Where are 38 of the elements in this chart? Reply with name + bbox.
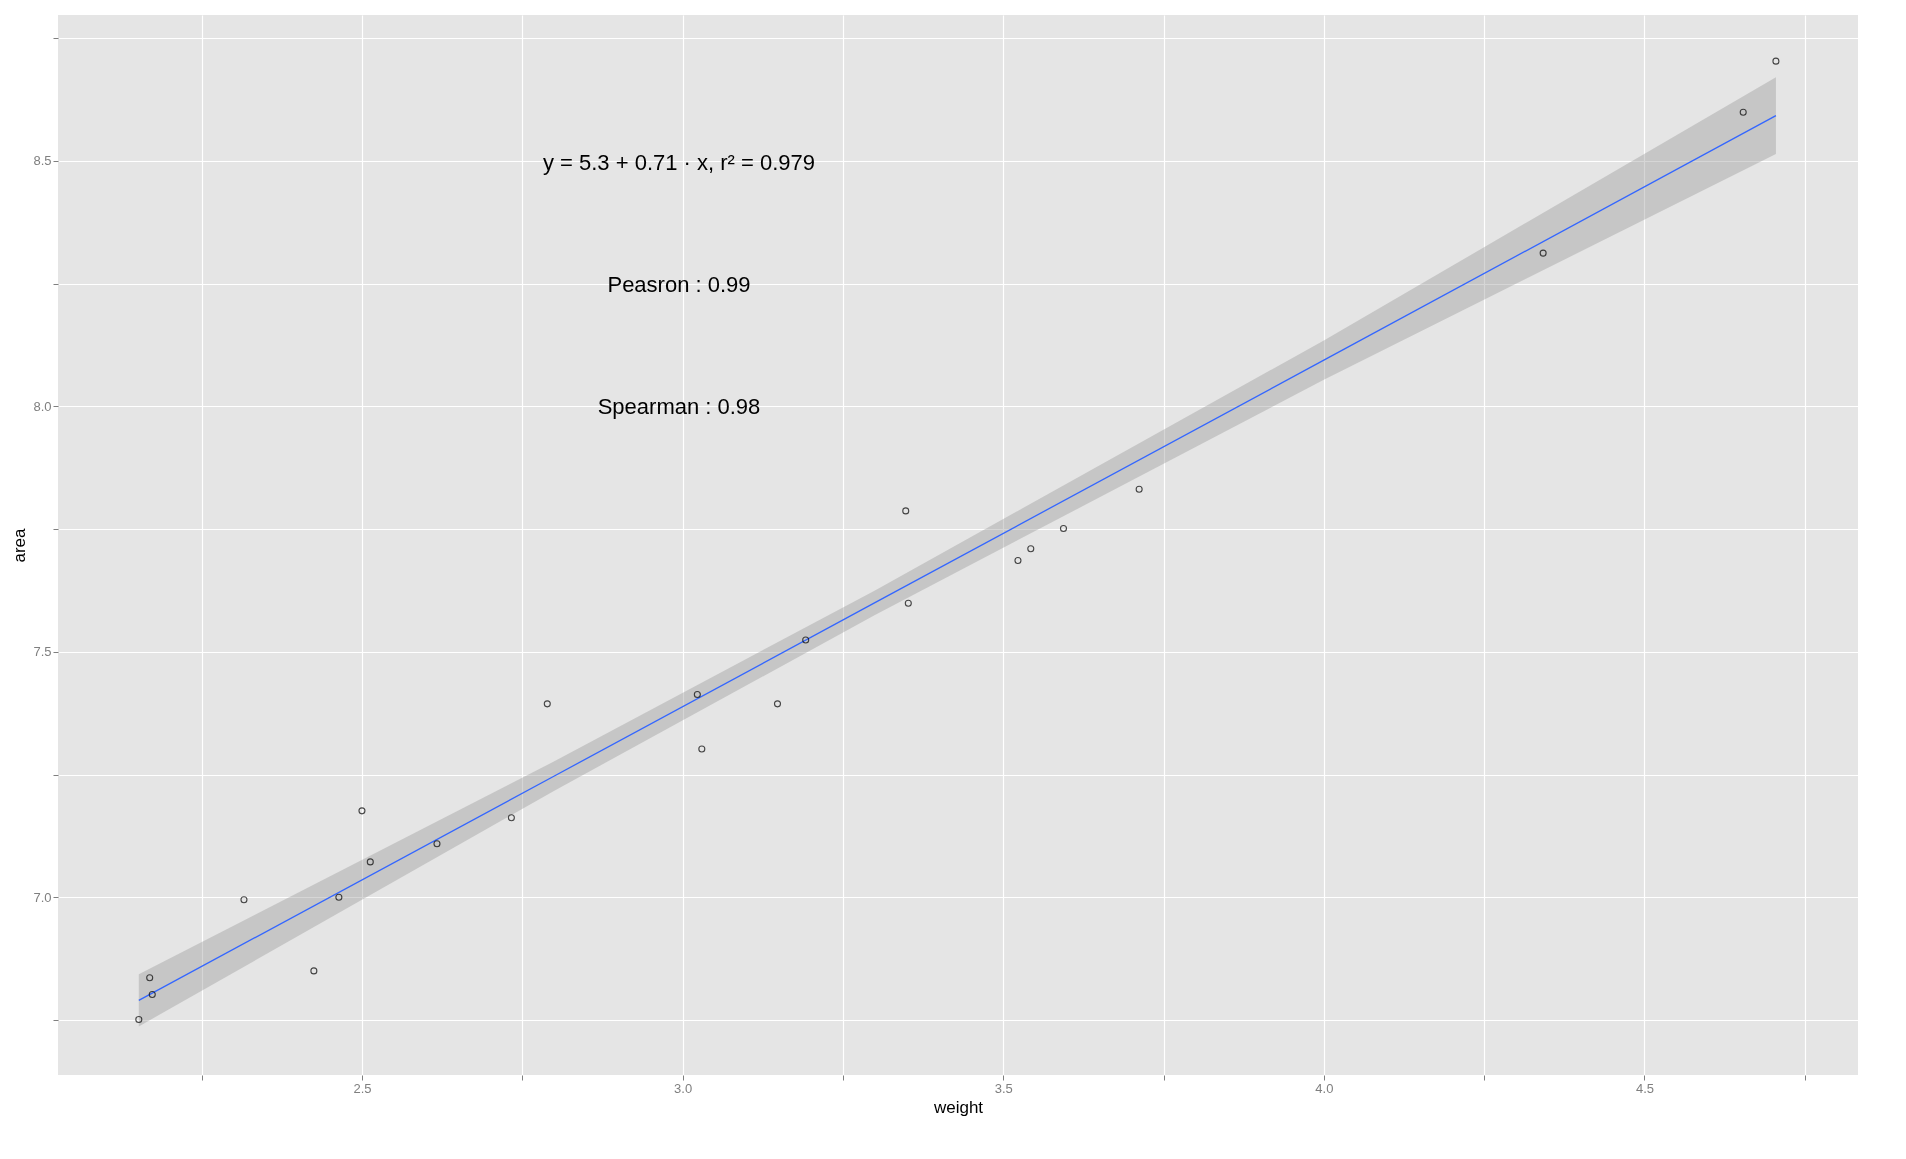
point bbox=[902, 507, 910, 515]
point bbox=[1059, 525, 1068, 533]
point bbox=[693, 690, 701, 699]
point bbox=[1027, 545, 1035, 553]
x-tick-label: 2.5 bbox=[353, 1080, 372, 1096]
x-tick-label: 4.0 bbox=[1315, 1080, 1334, 1096]
point bbox=[433, 840, 441, 848]
x-tick-label: 3.0 bbox=[674, 1080, 693, 1096]
point bbox=[358, 807, 366, 815]
y-tick-label: 7.5 bbox=[33, 644, 52, 660]
point bbox=[1772, 57, 1780, 65]
point bbox=[1739, 108, 1747, 116]
point bbox=[335, 893, 343, 901]
x-tick-label: 4.5 bbox=[1635, 1080, 1654, 1096]
x-tick-label: 3.5 bbox=[994, 1080, 1013, 1096]
point bbox=[904, 599, 912, 607]
point bbox=[507, 814, 515, 822]
point bbox=[1539, 249, 1547, 257]
y-axis-title: area bbox=[10, 527, 30, 563]
point bbox=[1014, 556, 1022, 565]
annotation: y = 5.3 + 0.71 · x, r² = 0.979 bbox=[542, 150, 816, 176]
point bbox=[773, 700, 782, 708]
y-tick-label: 8.5 bbox=[33, 153, 52, 169]
point bbox=[240, 896, 248, 904]
annotation: Peasron : 0.99 bbox=[607, 272, 751, 298]
y-tick-label: 8.0 bbox=[33, 398, 52, 414]
point bbox=[148, 990, 156, 999]
annotation: Spearman : 0.98 bbox=[597, 394, 761, 420]
point bbox=[135, 1015, 143, 1024]
point bbox=[146, 974, 154, 982]
point bbox=[310, 967, 318, 975]
y-tick-label: 7.0 bbox=[33, 889, 52, 905]
point bbox=[698, 745, 706, 753]
point bbox=[543, 700, 551, 708]
point bbox=[802, 636, 810, 644]
point bbox=[1135, 485, 1143, 493]
point bbox=[366, 858, 374, 866]
x-axis-title: weight bbox=[932, 1097, 984, 1117]
